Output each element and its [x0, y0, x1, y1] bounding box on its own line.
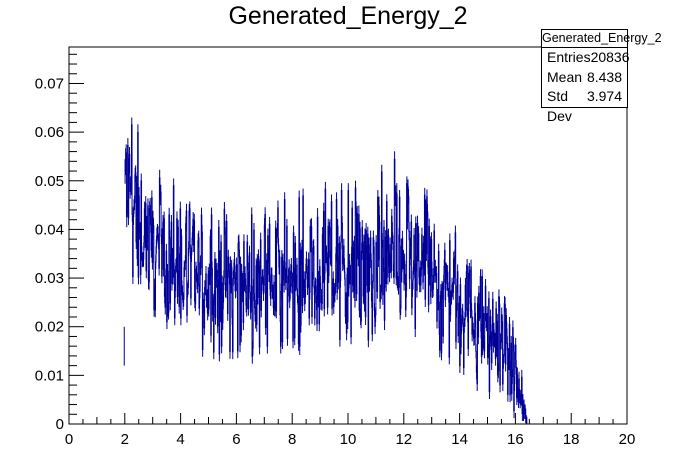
svg-text:6: 6: [232, 431, 240, 448]
svg-text:16: 16: [507, 431, 524, 448]
svg-text:0.04: 0.04: [35, 221, 64, 238]
stats-row-mean: Mean 8.438: [542, 68, 627, 88]
svg-text:18: 18: [563, 431, 580, 448]
svg-text:0.01: 0.01: [35, 367, 64, 384]
histogram-series: [123, 117, 528, 425]
svg-text:0.05: 0.05: [35, 173, 64, 190]
stats-value: 20836: [590, 49, 630, 65]
stats-row-stddev: Std Dev 3.974: [542, 87, 627, 124]
svg-text:0.07: 0.07: [35, 75, 64, 92]
svg-text:8: 8: [288, 431, 296, 448]
svg-text:10: 10: [340, 431, 357, 448]
svg-text:20: 20: [619, 431, 636, 448]
svg-text:0.06: 0.06: [35, 124, 64, 141]
stats-label: Std Dev: [547, 88, 572, 124]
svg-text:2: 2: [121, 431, 129, 448]
stats-value: 3.974: [586, 88, 622, 104]
stats-label: Entries: [547, 49, 591, 65]
stats-label: Mean: [547, 68, 583, 85]
stats-row-entries: Entries 20836: [542, 48, 630, 68]
svg-text:14: 14: [451, 431, 468, 448]
svg-text:0: 0: [65, 431, 73, 448]
svg-text:4: 4: [176, 431, 184, 448]
x-axis: 0 2 4 6 8 10 12 14 16 18 20: [65, 413, 636, 448]
stats-value: 8.438: [586, 68, 622, 85]
svg-text:0.03: 0.03: [35, 270, 64, 287]
stats-box: Generated_Energy_2 Entries 20836 Mean 8.…: [541, 29, 662, 124]
chart-title: Generated_Energy_2: [228, 2, 468, 30]
svg-text:12: 12: [395, 431, 412, 448]
stats-box-title: Generated_Energy_2: [542, 30, 662, 48]
svg-text:0: 0: [56, 416, 64, 433]
svg-text:0.02: 0.02: [35, 319, 64, 336]
y-axis: 0 0.01 0.02 0.03 0.04 0.05 0.06 0.07: [35, 53, 84, 433]
